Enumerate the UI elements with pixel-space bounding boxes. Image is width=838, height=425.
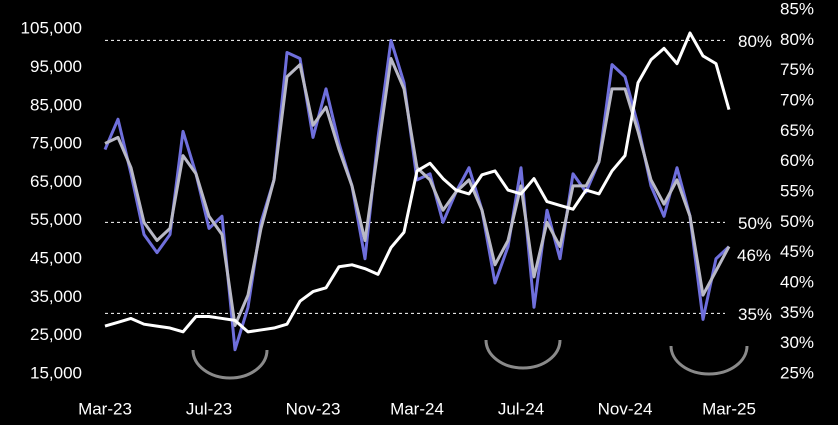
- y-tick-label: 65,000: [30, 172, 82, 191]
- y2-tick-label: 55%: [780, 181, 814, 200]
- x-tick-label: Nov-23: [286, 399, 341, 418]
- y-tick-label: 45,000: [30, 249, 82, 268]
- x-tick-label: Mar-23: [78, 399, 132, 418]
- x-tick-label: Mar-24: [390, 399, 444, 418]
- y2-tick-label: 30%: [780, 333, 814, 352]
- arc: [484, 339, 562, 370]
- y2-tick-label: 65%: [780, 121, 814, 140]
- y2-tick-label: 85%: [780, 0, 814, 18]
- reference-label: 50%: [738, 214, 772, 233]
- x-tick-label: Jul-24: [498, 399, 544, 418]
- x-tick-label: Jul-23: [186, 399, 232, 418]
- y-tick-label: 95,000: [30, 57, 82, 76]
- y-tick-label: 105,000: [21, 19, 82, 38]
- y-tick-label: 75,000: [30, 134, 82, 153]
- y-tick-label: 35,000: [30, 287, 82, 306]
- y2-tick-label: 35%: [780, 303, 814, 322]
- reference-label: 80%: [738, 32, 772, 51]
- y-tick-label: 15,000: [30, 363, 82, 382]
- y2-tick-label: 75%: [780, 60, 814, 79]
- y2-tick-label: 40%: [780, 272, 814, 291]
- series-line: [103, 38, 731, 352]
- x-tick-label: Nov-24: [598, 399, 653, 418]
- y2-tick-label: 60%: [780, 151, 814, 170]
- y2-tick-label: 70%: [780, 90, 814, 109]
- y2-tick-label: 45%: [780, 242, 814, 261]
- y2-tick-label: 25%: [780, 363, 814, 382]
- reference-label: 35%: [738, 305, 772, 324]
- y2-tick-label: 50%: [780, 212, 814, 231]
- y-tick-label: 55,000: [30, 210, 82, 229]
- y2-tick-label: 80%: [780, 30, 814, 49]
- series-line: [104, 57, 731, 327]
- y-tick-label: 25,000: [30, 325, 82, 344]
- series-line: [104, 31, 731, 334]
- arc: [191, 349, 269, 380]
- arc: [669, 345, 749, 376]
- annotation: 46%: [737, 246, 771, 265]
- x-tick-label: Mar-25: [702, 399, 756, 418]
- highlight-arcs: [191, 339, 749, 380]
- y-tick-label: 85,000: [30, 95, 82, 114]
